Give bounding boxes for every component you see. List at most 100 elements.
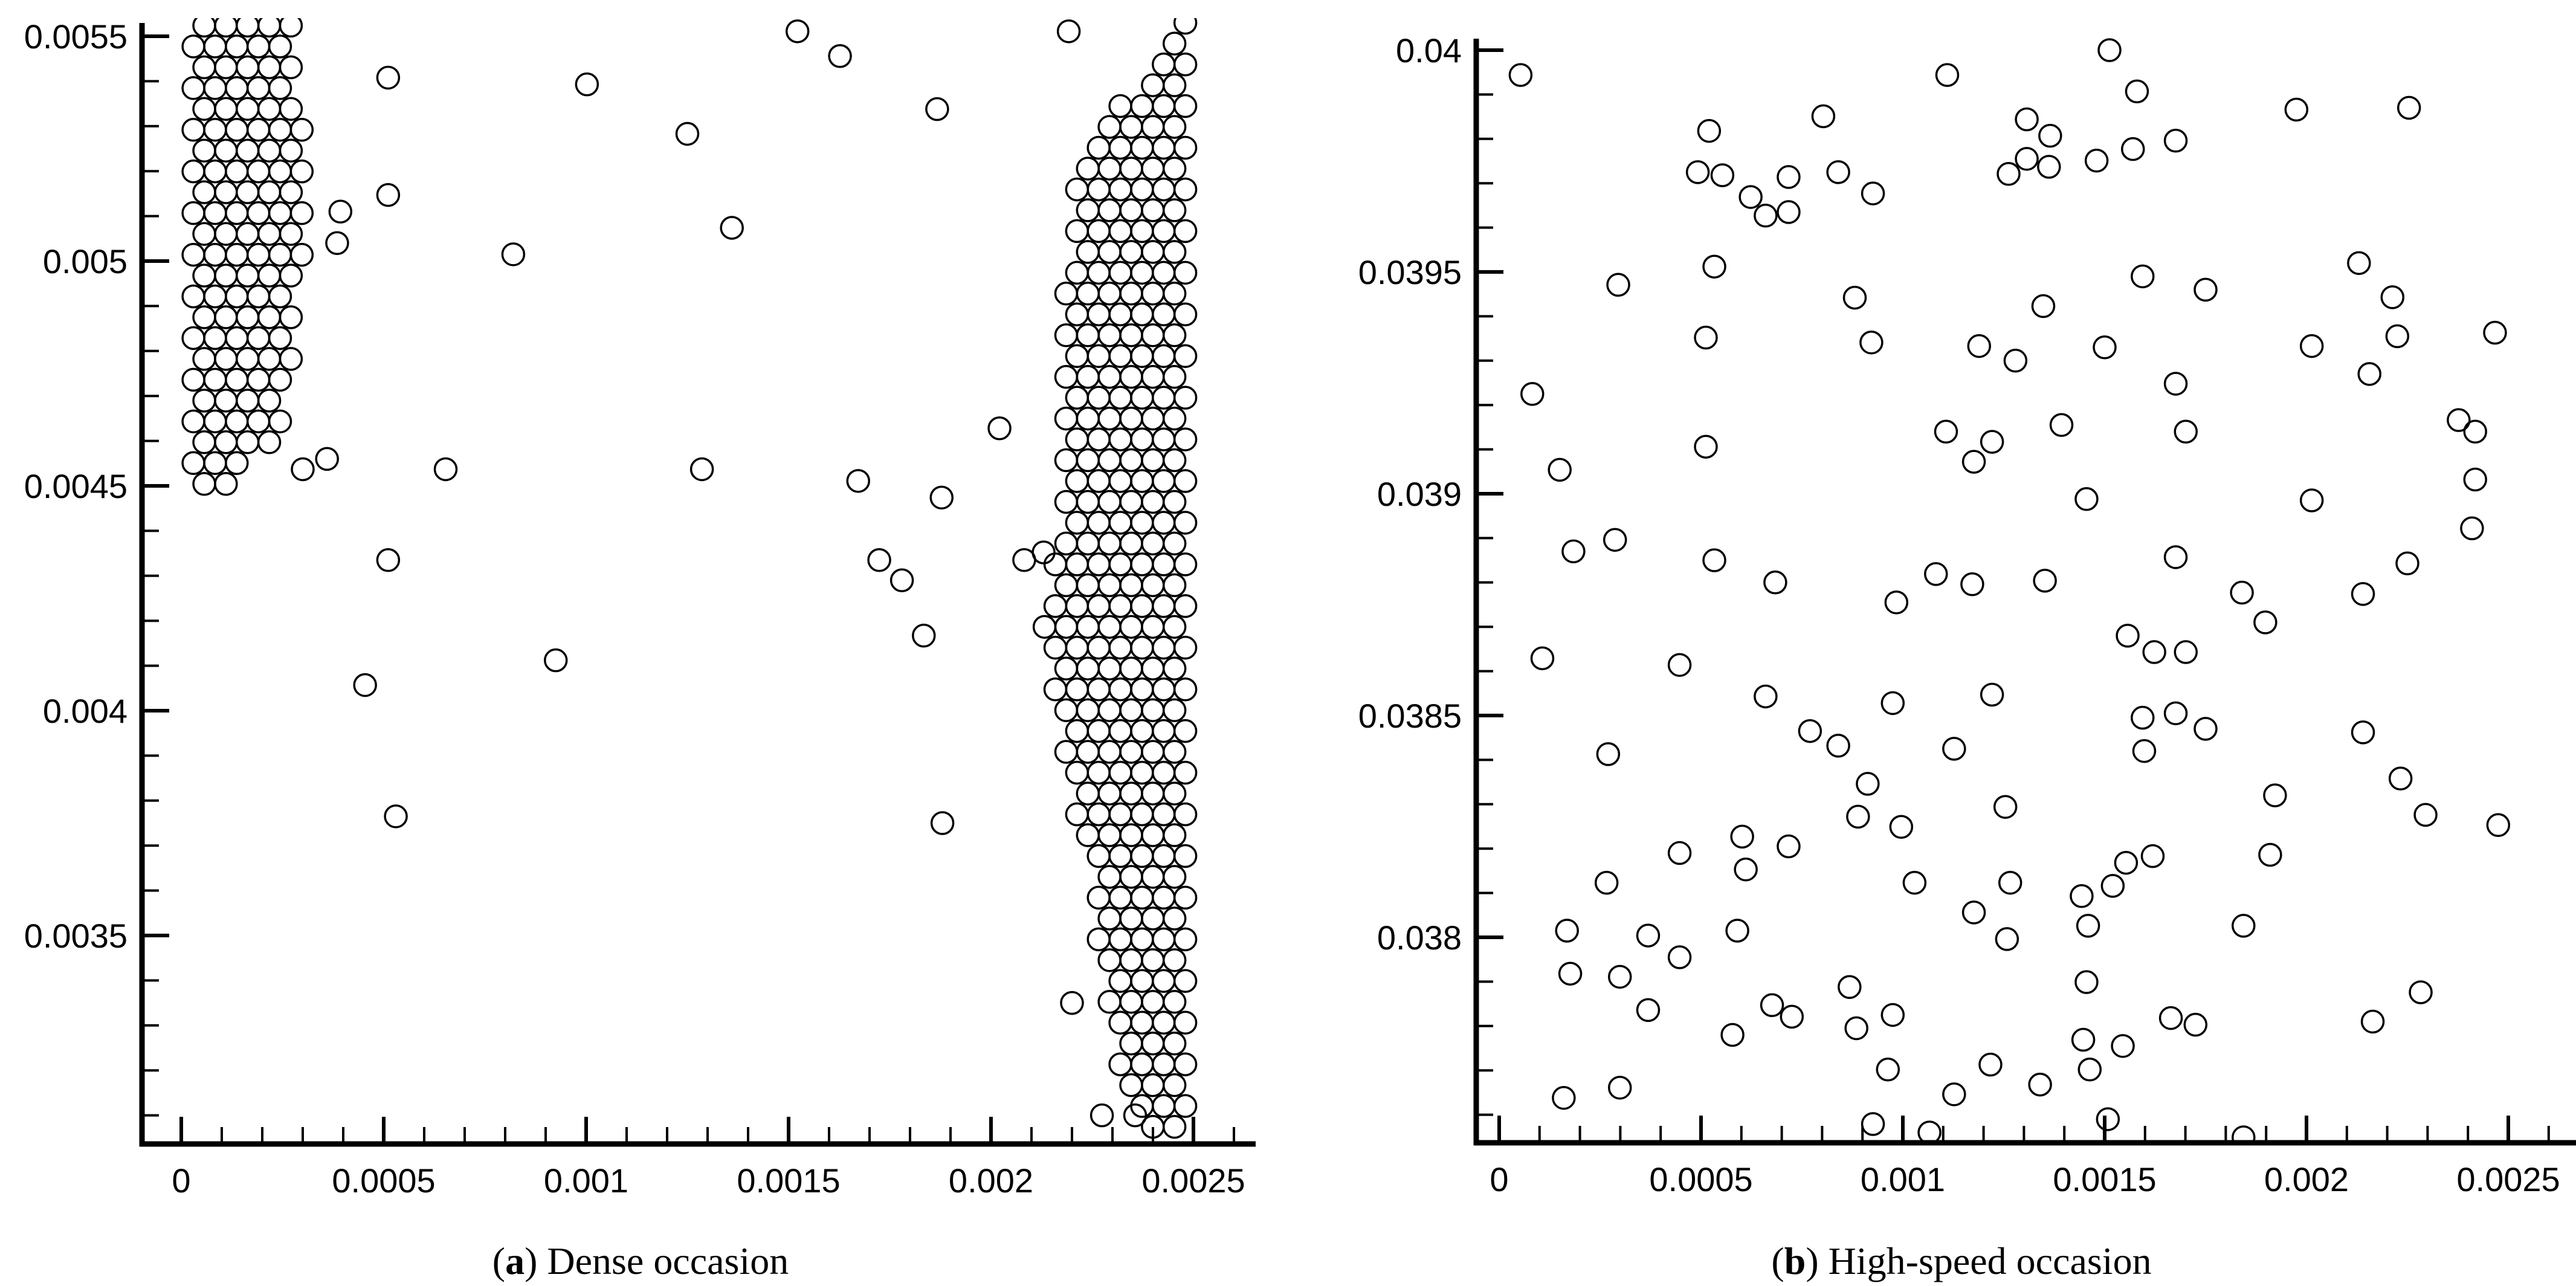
particle-marker: [1998, 870, 2022, 895]
panel-b-caption-text: High-speed occasion: [1829, 1239, 2152, 1282]
particle-marker: [2049, 413, 2074, 437]
cluster-particle: [1076, 198, 1100, 222]
cluster-particle: [1086, 844, 1111, 868]
particle-marker: [2031, 294, 2056, 318]
particle-marker: [1961, 450, 1986, 474]
particle-marker: [2463, 467, 2487, 492]
particle-marker: [315, 447, 339, 471]
cluster-particle: [1065, 177, 1089, 202]
y-tick-label: 0.0055: [24, 18, 128, 56]
panel-a-markers: [181, 18, 1198, 1139]
particle-marker: [1089, 1103, 1114, 1128]
cluster-particle: [1141, 73, 1165, 97]
particle-marker: [1720, 1023, 1745, 1047]
cluster-particle: [268, 76, 292, 100]
particle-marker: [2299, 488, 2324, 512]
particle-marker: [2003, 349, 2028, 373]
particle-marker: [353, 673, 377, 697]
particle-marker: [1667, 841, 1692, 865]
particle-marker: [544, 648, 568, 673]
cluster-particle: [1108, 1010, 1132, 1035]
cluster-particle: [257, 430, 282, 454]
particle-marker: [1842, 285, 1867, 310]
particle-marker: [2121, 137, 2145, 161]
particle-marker: [2174, 419, 2198, 444]
particle-marker: [376, 183, 401, 207]
particle-marker: [2015, 147, 2039, 171]
particle-marker: [1980, 430, 2004, 454]
cluster-particle: [1108, 94, 1132, 118]
particle-marker: [1754, 684, 1778, 709]
particle-marker: [930, 811, 955, 835]
particle-marker: [1978, 1052, 2003, 1077]
particle-marker: [2111, 1034, 2135, 1058]
particle-marker: [1031, 540, 1056, 564]
particle-marker: [929, 485, 954, 510]
particle-marker: [1520, 382, 1545, 406]
cluster-particle: [279, 347, 303, 371]
particle-marker: [1123, 1103, 1148, 1128]
cluster-particle: [1097, 906, 1122, 931]
cluster-particle: [1097, 990, 1122, 1014]
panel-b-caption: (b) High-speed occasion: [1771, 1239, 2151, 1282]
cluster-particle: [1065, 219, 1089, 244]
cluster-particle: [1043, 677, 1068, 702]
particle-marker: [2447, 408, 2471, 432]
particle-marker: [1995, 927, 2019, 951]
particle-marker: [1993, 795, 2018, 819]
cluster-particle: [1043, 594, 1068, 618]
particle-marker: [2253, 610, 2277, 635]
particle-marker: [1738, 185, 1763, 209]
particle-marker: [1697, 118, 1722, 143]
cluster-particle: [279, 55, 303, 80]
x-tick-label: 0.0015: [737, 1162, 840, 1200]
cluster-particle: [1054, 490, 1079, 514]
x-tick-label: 0.001: [1861, 1160, 1945, 1198]
particle-marker: [2163, 701, 2188, 726]
particle-marker: [2093, 335, 2117, 360]
y-tick-label: 0.004: [43, 692, 128, 730]
cluster-particle: [225, 451, 249, 476]
particle-marker: [2076, 914, 2100, 938]
x-tick-label: 0.0025: [2456, 1160, 2560, 1198]
particle-marker: [1710, 163, 1735, 187]
particle-marker: [1694, 435, 1718, 459]
cluster-particle: [268, 284, 292, 309]
particle-marker: [1558, 961, 1583, 986]
y-tick-label: 0.0385: [1358, 697, 1462, 735]
particle-marker: [2070, 884, 2094, 908]
cluster-particle: [1054, 448, 1079, 473]
x-tick-label: 0.002: [2264, 1160, 2349, 1198]
particle-marker: [2084, 149, 2109, 173]
particle-marker: [1777, 200, 1801, 224]
particle-marker: [2351, 720, 2375, 745]
particle-marker: [1508, 63, 1533, 87]
particle-marker: [1734, 857, 1758, 882]
cluster-particle: [279, 263, 303, 288]
particle-marker: [1754, 204, 1778, 228]
particle-marker: [1780, 1004, 1804, 1029]
cluster-particle: [1086, 135, 1111, 160]
cluster-particle: [1054, 323, 1079, 347]
particle-marker: [1548, 457, 1572, 482]
particle-marker: [2357, 362, 2381, 386]
cluster-particle: [1065, 469, 1089, 493]
y-tick-label: 0.04: [1396, 31, 1462, 69]
y-tick-label: 0.0395: [1358, 253, 1462, 291]
particle-marker: [1606, 273, 1630, 297]
particle-marker: [1685, 160, 1710, 184]
particle-marker: [2114, 850, 2139, 875]
particle-marker: [1702, 254, 1726, 279]
particle-marker: [1960, 572, 1984, 596]
cluster-particle: [1097, 865, 1122, 889]
particle-marker: [1702, 548, 1726, 572]
cluster-particle: [1065, 260, 1089, 285]
particle-marker: [1934, 419, 1958, 444]
particle-marker: [2486, 813, 2511, 838]
x-tick-label: 0.0005: [1649, 1160, 1752, 1198]
particle-marker: [828, 44, 852, 68]
particle-marker: [889, 568, 914, 592]
particle-marker: [1667, 653, 1692, 677]
particle-marker: [2142, 640, 2166, 664]
particle-marker: [1844, 1016, 1868, 1041]
